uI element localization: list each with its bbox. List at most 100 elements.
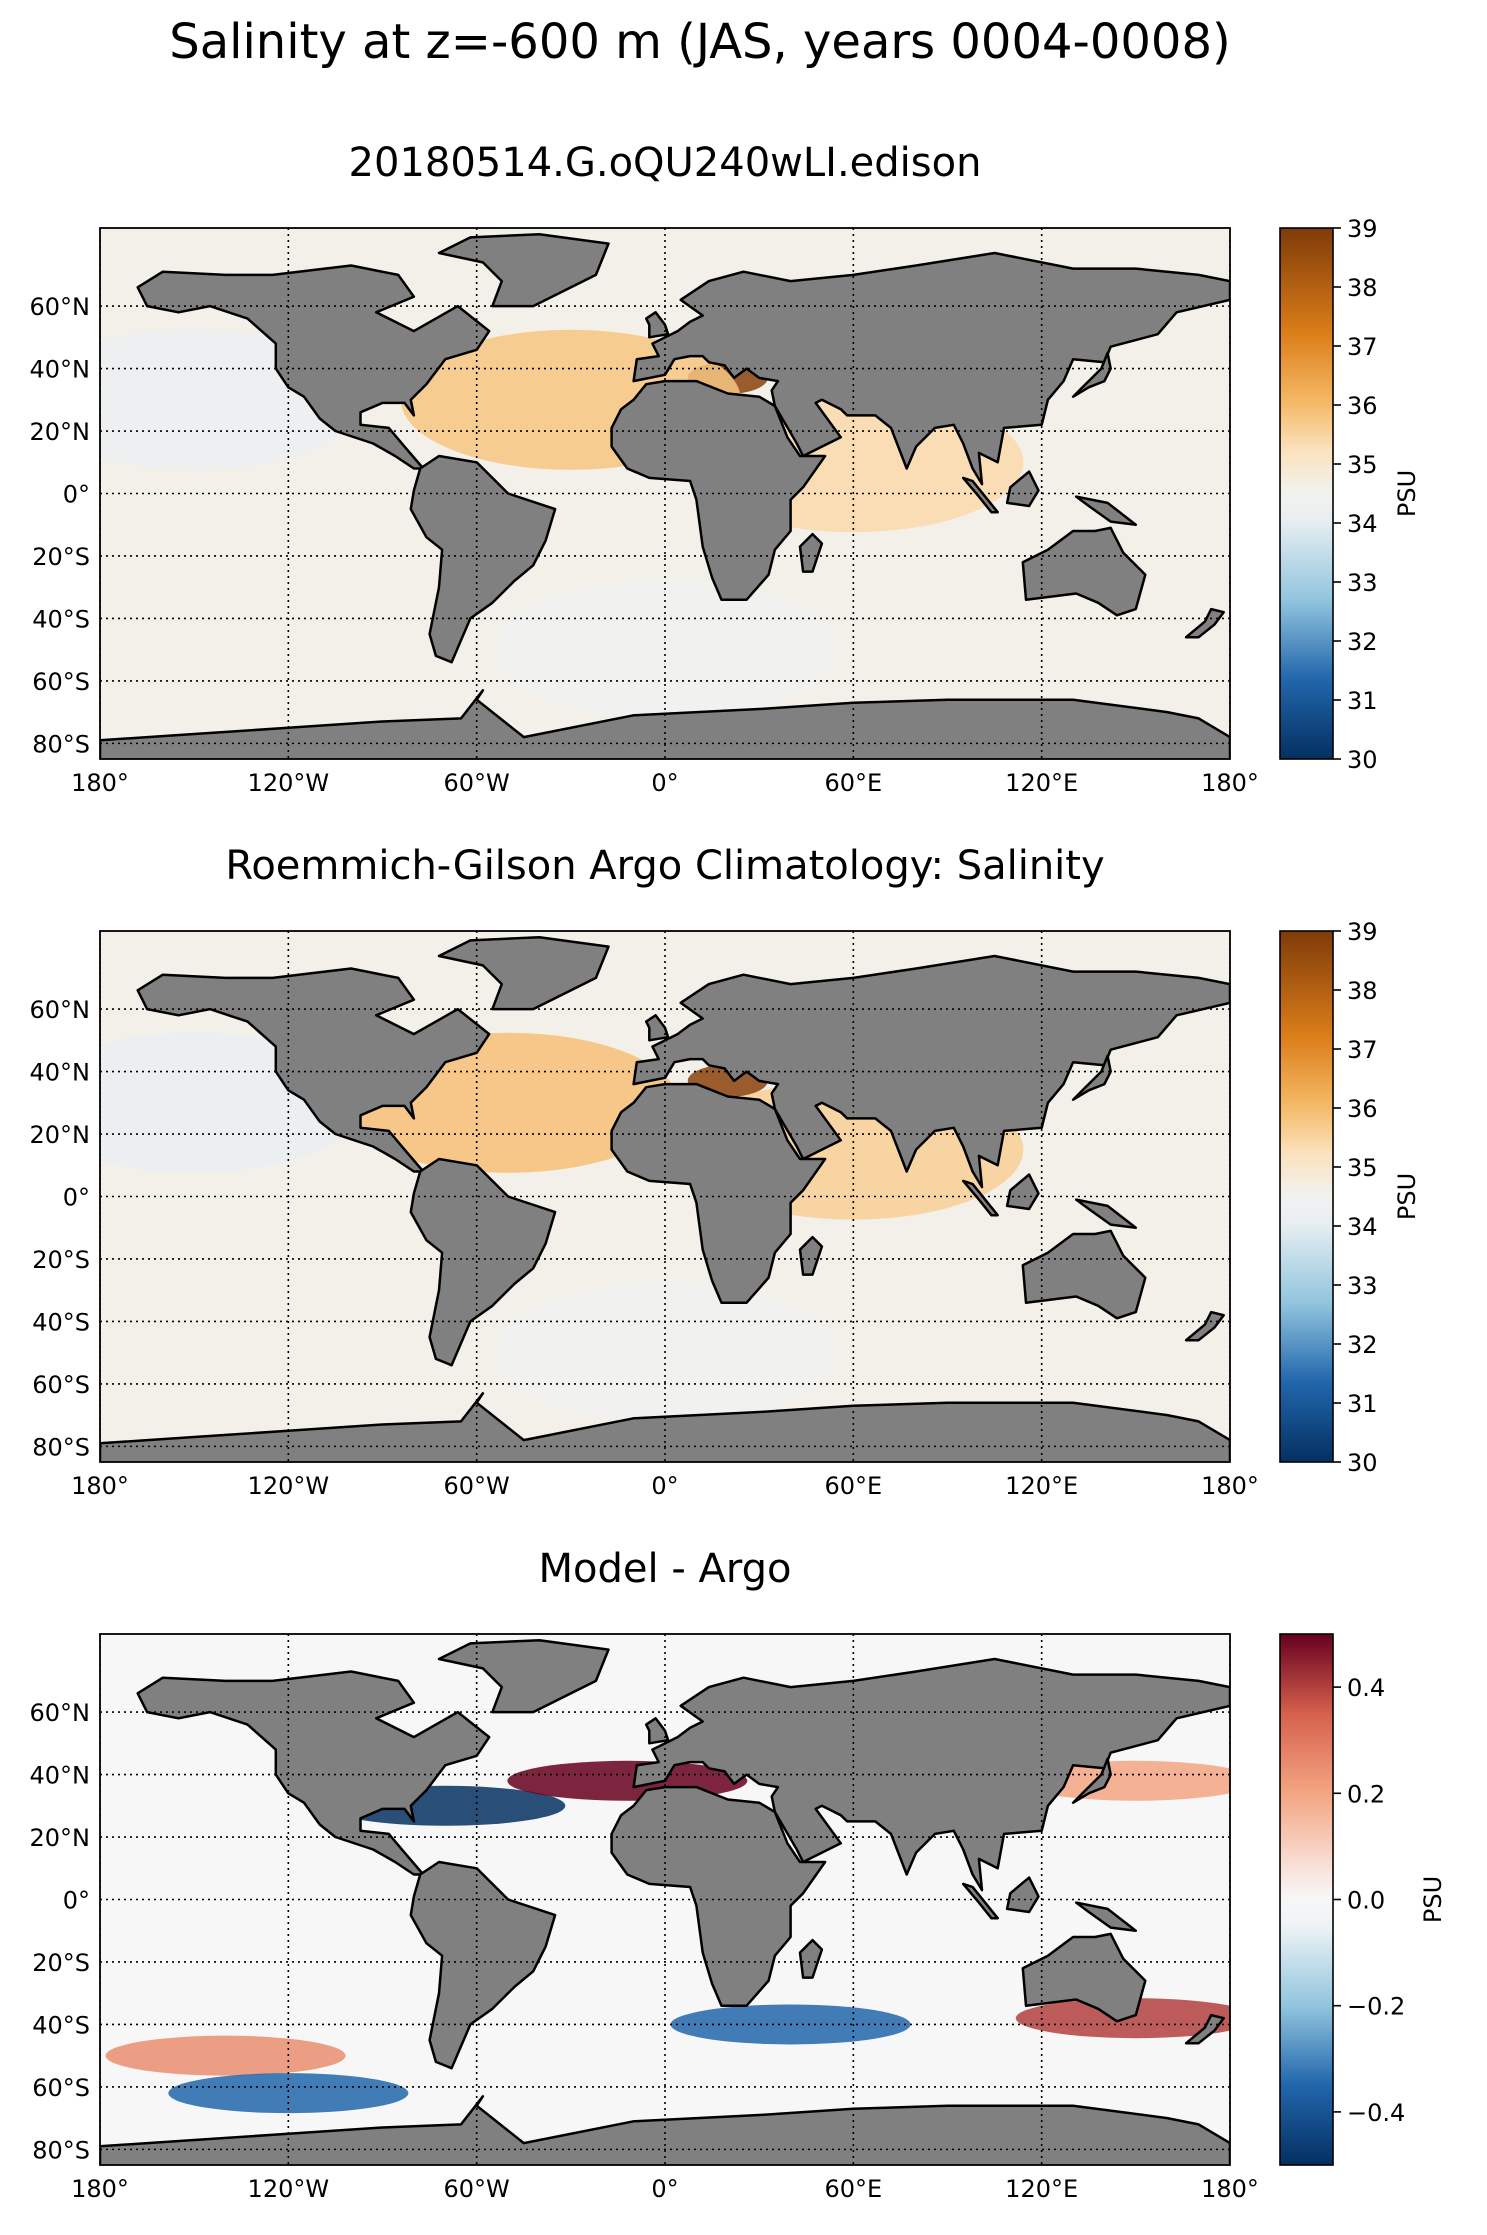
colorbar-tick-label: 37 (1347, 333, 1378, 361)
colorbar-tick-label: 39 (1347, 215, 1378, 243)
land-new-guinea (1074, 1901, 1138, 1932)
x-tick-label: 120°E (1005, 769, 1078, 797)
y-tick-label: 0° (63, 481, 90, 509)
land-uk (644, 311, 670, 339)
x-tick-label: 60°E (824, 769, 882, 797)
map-frame (99, 930, 1231, 1463)
colorbar-tick-label: 33 (1347, 569, 1378, 597)
x-tick-label: 60°E (824, 2175, 882, 2203)
y-tick-label: 20°S (32, 1949, 90, 1977)
salinity-region-3 (105, 2035, 346, 2076)
y-tick-label: 20°S (32, 1246, 90, 1274)
colorbar (1279, 1633, 1334, 2166)
colorbar-tick-label: 35 (1347, 1154, 1378, 1182)
land-new-guinea (1074, 1198, 1138, 1229)
colorbar (1279, 930, 1334, 1463)
figure-title: Salinity at z=-600 m (JAS, years 0004-00… (169, 14, 1231, 70)
land-australia (1021, 1932, 1147, 2023)
land-new-zealand (1184, 2013, 1225, 2045)
x-tick-label: 0° (651, 2175, 678, 2203)
colorbar-tick-label: −0.4 (1347, 2099, 1405, 2127)
map-panel-1: 180° 120°W 60°W 0° 60°E 120°E 180° 80°S 60°S 40°S… (30, 215, 1422, 797)
x-tick-label: 60°W (444, 769, 510, 797)
colorbar-tick-label: 38 (1347, 977, 1378, 1005)
colorbar-tick-label: 31 (1347, 687, 1378, 715)
colorbar-tick-label: 0.4 (1347, 1674, 1385, 1702)
colorbar-tick-label: 32 (1347, 628, 1378, 656)
land-greenland (437, 935, 610, 1011)
land-south-america (409, 454, 557, 664)
map-panel-2: 180° 120°W 60°W 0° 60°E 120°E 180° 80°S 60°S 40°S… (30, 918, 1422, 1500)
x-tick-label: 120°W (248, 2175, 330, 2203)
x-tick-label: 120°E (1005, 2175, 1078, 2203)
land-madagascar (798, 1938, 824, 1979)
x-tick-label: 0° (651, 1472, 678, 1500)
land-borneo (1005, 1876, 1040, 1914)
y-tick-label: 60°S (32, 1371, 90, 1399)
y-tick-label: 80°S (32, 730, 90, 758)
x-tick-label: 180° (71, 2175, 129, 2203)
x-tick-label: 120°W (248, 769, 330, 797)
colorbar (1279, 227, 1334, 760)
land-new-zealand (1184, 607, 1225, 639)
land-australia (1021, 526, 1147, 617)
land-new-guinea (1074, 495, 1138, 526)
land-greenland (437, 1638, 610, 1714)
colorbar-tick-label: 35 (1347, 451, 1378, 479)
colorbar-tick-label: 31 (1347, 1390, 1378, 1418)
land-uk (644, 1014, 670, 1042)
y-tick-label: 60°N (30, 996, 91, 1024)
y-tick-label: 0° (63, 1887, 90, 1915)
colorbar-tick-label: 34 (1347, 510, 1378, 538)
panel-2-title: Roemmich-Gilson Argo Climatology: Salini… (225, 843, 1105, 889)
colorbar-tick-label: 34 (1347, 1213, 1378, 1241)
y-tick-label: 40°N (30, 356, 91, 384)
colorbar-tick-label: 39 (1347, 918, 1378, 946)
colorbar-tick-label: −0.2 (1347, 1993, 1405, 2021)
land-madagascar (798, 1235, 824, 1276)
y-tick-label: 20°S (32, 543, 90, 571)
x-tick-label: 180° (71, 769, 129, 797)
land-africa (610, 1785, 827, 2007)
map-frame (99, 1633, 1231, 2166)
x-tick-label: 180° (71, 1472, 129, 1500)
colorbar-tick-label: 0.2 (1347, 1780, 1385, 1808)
y-tick-label: 0° (63, 1184, 90, 1212)
y-tick-label: 20°N (30, 1824, 91, 1852)
y-tick-label: 20°N (30, 418, 91, 446)
y-tick-label: 80°S (32, 1433, 90, 1461)
land-australia (1021, 1229, 1147, 1320)
x-tick-label: 60°W (444, 2175, 510, 2203)
colorbar-tick-label: 32 (1347, 1331, 1378, 1359)
colorbar-tick-label: 30 (1347, 746, 1378, 774)
land-eurasia (632, 251, 1230, 486)
land-eurasia (632, 954, 1230, 1189)
land-japan (1071, 1757, 1112, 1804)
y-tick-label: 60°S (32, 668, 90, 696)
x-tick-label: 180° (1201, 1472, 1259, 1500)
colorbar-label: PSU (1393, 470, 1421, 517)
map-panel-3: 180° 120°W 60°W 0° 60°E 120°E 180° 80°S 60°S 40°S… (30, 1633, 1447, 2203)
land-japan (1071, 351, 1112, 398)
colorbar-label: PSU (1419, 1876, 1447, 1923)
land-uk (644, 1717, 670, 1745)
map-frame (99, 227, 1231, 760)
x-tick-label: 180° (1201, 2175, 1259, 2203)
colorbar-tick-label: 37 (1347, 1036, 1378, 1064)
y-tick-label: 20°N (30, 1121, 91, 1149)
colorbar-tick-label: 0.0 (1347, 1887, 1385, 1915)
land-japan (1071, 1054, 1112, 1101)
land-madagascar (798, 532, 824, 573)
land-africa (610, 1082, 827, 1304)
y-tick-label: 60°N (30, 293, 91, 321)
x-tick-label: 60°E (824, 1472, 882, 1500)
y-tick-label: 40°S (32, 1308, 90, 1336)
colorbar-tick-label: 33 (1347, 1272, 1378, 1300)
y-tick-label: 40°S (32, 605, 90, 633)
land-south-america (409, 1157, 557, 1367)
land-new-zealand (1184, 1310, 1225, 1342)
x-tick-label: 0° (651, 769, 678, 797)
colorbar-tick-label: 36 (1347, 392, 1378, 420)
y-tick-label: 40°N (30, 1059, 91, 1087)
